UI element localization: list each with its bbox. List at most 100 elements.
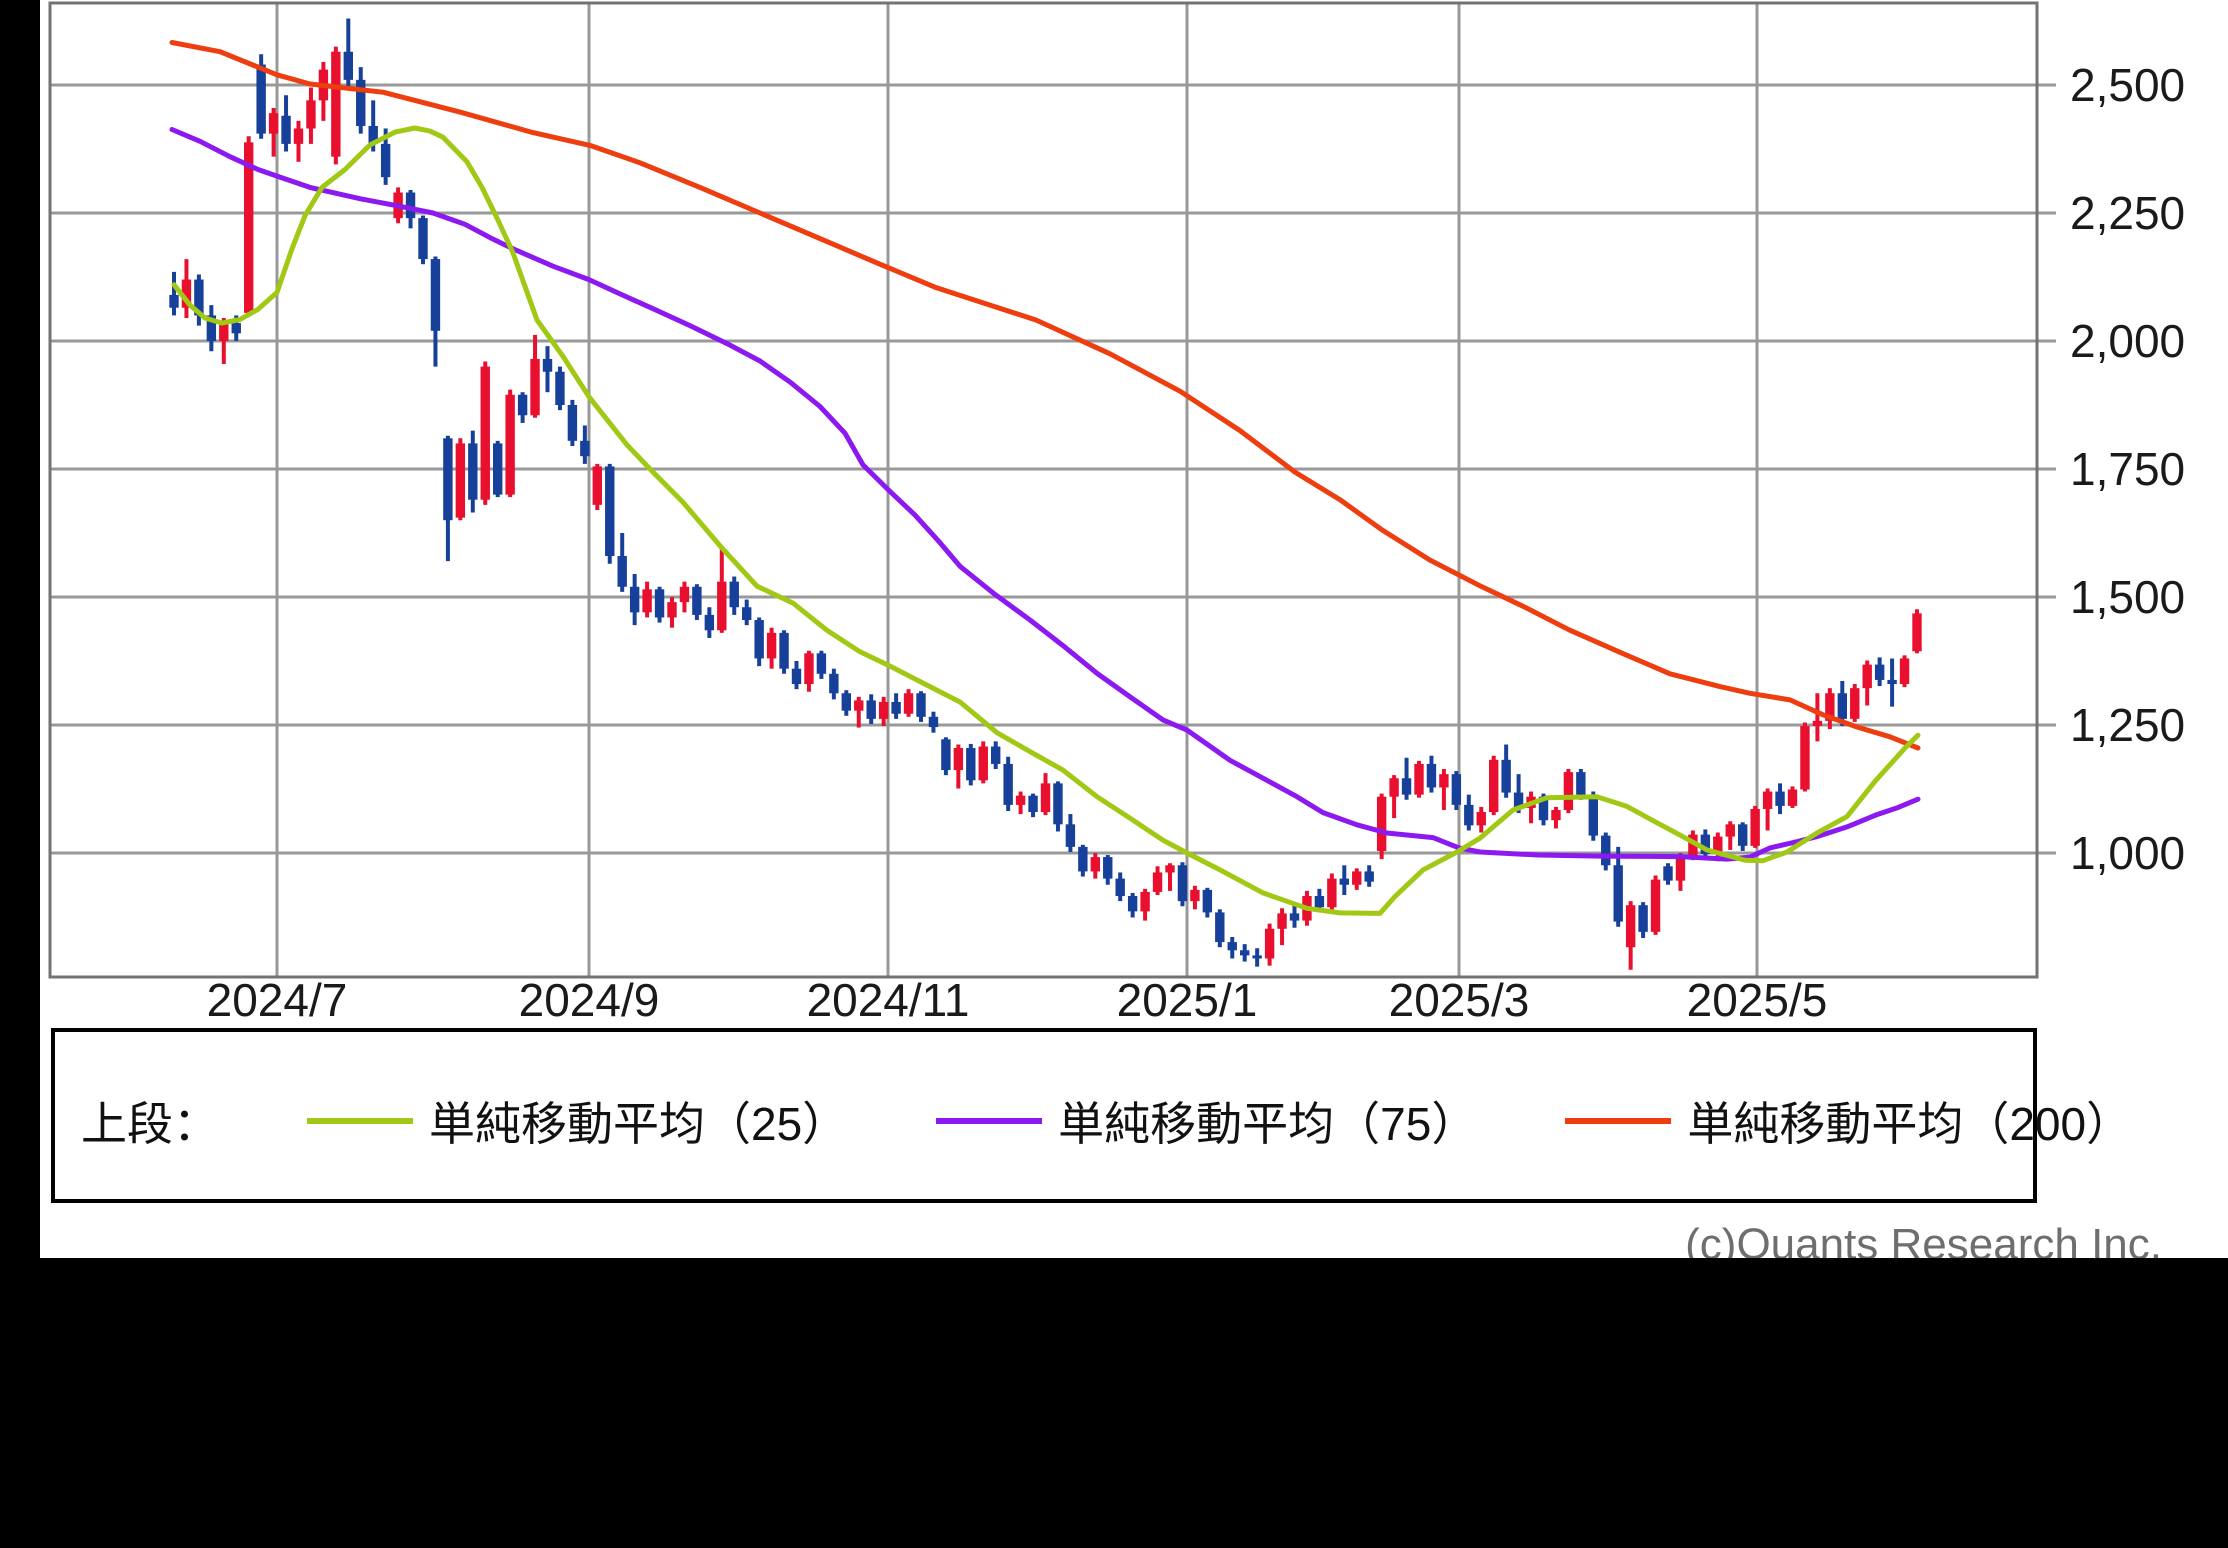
candle bbox=[878, 696, 889, 727]
candle bbox=[816, 650, 827, 679]
candle bbox=[1414, 760, 1424, 798]
candle bbox=[742, 599, 752, 626]
candle bbox=[1725, 821, 1735, 850]
candle bbox=[1339, 865, 1349, 895]
x-axis-label: 2024/11 bbox=[807, 974, 970, 1026]
candle bbox=[169, 271, 179, 316]
candle bbox=[941, 737, 951, 776]
candle bbox=[592, 463, 602, 510]
candle bbox=[331, 46, 341, 165]
candle bbox=[1738, 822, 1748, 851]
candle bbox=[829, 668, 839, 700]
sma25-line bbox=[171, 125, 1921, 916]
candle bbox=[493, 440, 503, 498]
legend-row: 上段： 単純移動平均（25） 単純移動平均（75） 単純移動平均（200） bbox=[81, 1088, 2132, 1154]
candle bbox=[1165, 863, 1175, 891]
candle bbox=[430, 256, 441, 367]
candle bbox=[1588, 791, 1598, 841]
candle bbox=[1601, 832, 1611, 871]
candle bbox=[1053, 781, 1063, 832]
candle bbox=[1352, 868, 1362, 890]
candle bbox=[281, 95, 291, 152]
candle bbox=[567, 399, 578, 446]
candle bbox=[953, 744, 964, 789]
legend-box: 上段： 単純移動平均（25） 単純移動平均（75） 単純移動平均（200） bbox=[51, 1028, 2132, 1203]
candle bbox=[717, 548, 727, 633]
bottom-letterbox bbox=[0, 1258, 2228, 1548]
candle bbox=[1663, 863, 1673, 885]
candle bbox=[1078, 844, 1088, 877]
candle bbox=[654, 586, 665, 623]
candle bbox=[1277, 908, 1287, 946]
candle bbox=[1040, 773, 1051, 816]
candle bbox=[1327, 873, 1337, 911]
candle bbox=[468, 430, 478, 513]
candle bbox=[1426, 755, 1437, 793]
candle bbox=[1202, 887, 1213, 918]
candle bbox=[1625, 901, 1636, 970]
candle bbox=[1476, 806, 1486, 833]
candle bbox=[766, 627, 777, 669]
candle bbox=[866, 694, 876, 724]
sma200-legend-swatch bbox=[1565, 1118, 1672, 1124]
candle bbox=[555, 366, 565, 411]
candle bbox=[1526, 791, 1536, 824]
candle bbox=[978, 741, 988, 784]
candle bbox=[1376, 793, 1387, 860]
candle bbox=[1289, 904, 1300, 928]
candle bbox=[1874, 657, 1885, 687]
candle bbox=[928, 711, 939, 733]
candle bbox=[1065, 814, 1076, 852]
candle bbox=[455, 438, 466, 521]
candle bbox=[1401, 757, 1412, 800]
candle bbox=[1015, 791, 1026, 815]
x-axis-label: 2024/9 bbox=[519, 974, 660, 1026]
candle bbox=[1489, 755, 1499, 816]
candle bbox=[1787, 786, 1798, 808]
candle bbox=[219, 317, 229, 365]
candle bbox=[517, 392, 528, 423]
y-axis-label: 2,000 bbox=[2070, 315, 2185, 367]
candle bbox=[1800, 722, 1810, 792]
candle bbox=[1775, 783, 1785, 815]
candle bbox=[530, 334, 540, 418]
x-axis-label: 2025/3 bbox=[1389, 974, 1530, 1026]
candle bbox=[704, 607, 715, 638]
candle bbox=[1464, 794, 1474, 831]
candle bbox=[443, 435, 453, 562]
y-axis-label: 2,250 bbox=[2070, 187, 2185, 239]
candle bbox=[1837, 680, 1847, 727]
candle bbox=[1003, 756, 1013, 812]
candle bbox=[642, 581, 652, 618]
candle bbox=[1103, 855, 1113, 885]
candle bbox=[1028, 793, 1038, 818]
candle bbox=[1700, 829, 1711, 860]
candle bbox=[692, 584, 702, 621]
candle bbox=[1252, 948, 1262, 967]
candle bbox=[268, 108, 279, 157]
legend-prefix: 上段： bbox=[81, 1098, 219, 1150]
candle bbox=[1389, 775, 1399, 819]
plot-border bbox=[48, 1, 2039, 979]
candle bbox=[1762, 788, 1773, 831]
candle bbox=[1613, 846, 1623, 927]
candle bbox=[679, 581, 690, 613]
sma-layer bbox=[169, 40, 1921, 916]
candle bbox=[1152, 866, 1163, 895]
y-axis-label: 1,750 bbox=[2070, 443, 2185, 495]
candle bbox=[1812, 693, 1823, 742]
y-axis-label: 1,000 bbox=[2070, 827, 2185, 879]
candle bbox=[966, 743, 976, 786]
candle bbox=[1551, 806, 1561, 829]
sma25-legend-swatch bbox=[307, 1118, 413, 1124]
candle bbox=[1215, 909, 1225, 948]
sma200-legend-label: 単純移動平均（200） bbox=[1687, 1098, 2133, 1150]
candle bbox=[1190, 885, 1200, 910]
sma200-line bbox=[169, 40, 1921, 751]
candle bbox=[1364, 865, 1374, 887]
x-axis-label: 2025/1 bbox=[1117, 974, 1258, 1026]
candle bbox=[667, 597, 677, 628]
candle bbox=[791, 661, 802, 690]
candle bbox=[542, 346, 553, 393]
y-axis-label: 2,500 bbox=[2070, 59, 2185, 111]
